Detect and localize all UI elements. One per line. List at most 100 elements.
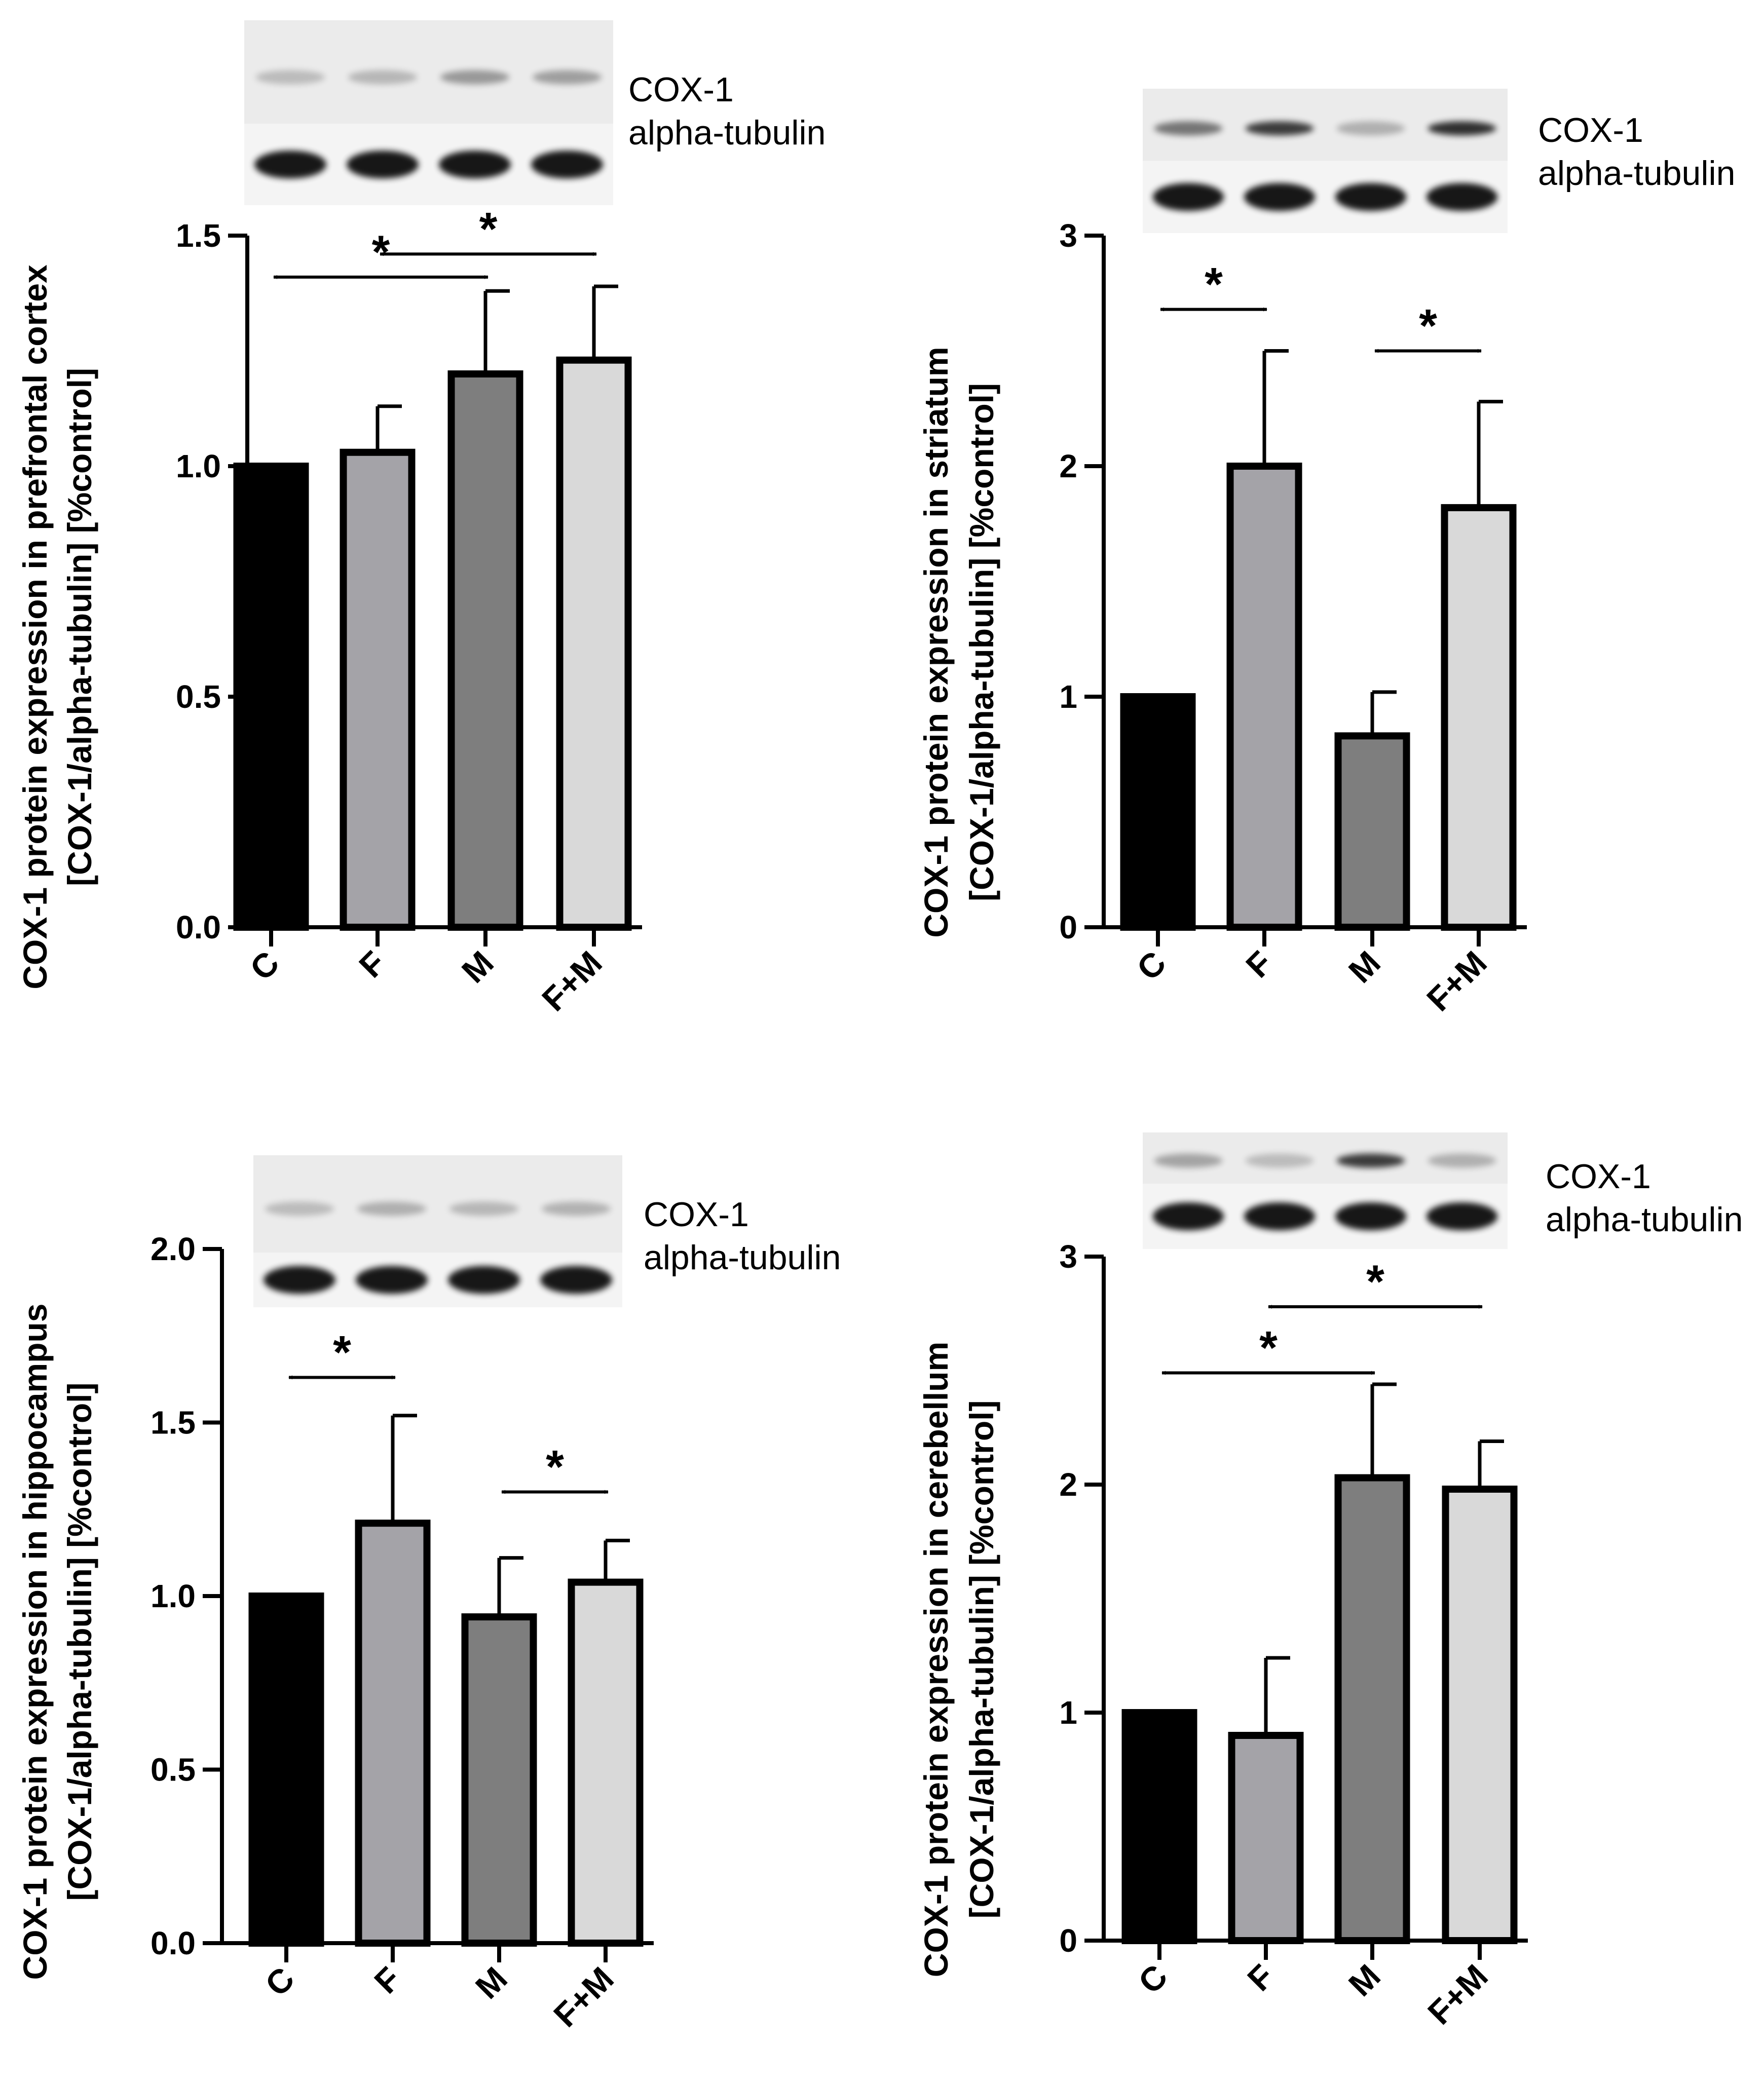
x-tick-label-M: M [455,944,501,990]
blot-tubulin-band [347,150,419,179]
western-blot-image [253,1155,622,1307]
bar-C [248,1593,324,1947]
blot-cox1-band [449,1201,519,1216]
x-tick-label-F+M: F+M [1419,944,1494,1018]
y-tick-label: 1.5 [176,217,221,254]
blot-tubulin-band [439,150,511,179]
blot-tubulin-band [1335,183,1407,211]
panel-striatum: COX-1 alpha-tubulin 0 1 2 3 C F M F+M COX-1 protei… [917,89,1735,1018]
western-blot-image [244,20,613,205]
blot-cox1-band [357,1201,427,1216]
blot-label-tubulin: alpha-tubulin [644,1238,841,1277]
y-tick-label: 3 [1059,217,1077,254]
bar-M [461,1613,537,1947]
y-tick-label: 2.0 [151,1231,196,1267]
blot-label-tubulin: alpha-tubulin [628,113,825,152]
blot-tubulin-band [1152,1202,1224,1231]
y-tick-label: 1.5 [151,1405,196,1441]
blot-cox1-band [1336,121,1405,136]
y-tick-label: 1.0 [176,448,221,484]
x-tick-label-C: C [243,944,286,988]
blot-label-cox1: COX-1 [644,1195,749,1234]
x-tick-label-F+M: F+M [546,1960,621,2034]
blot-cox1-band [1154,1153,1223,1168]
y-tick-label: 0 [1059,1922,1077,1959]
x-tick-label-F: F [367,1960,408,2001]
blot-cox1-band [1428,1153,1496,1168]
western-blot-image [1143,1132,1508,1249]
y-axis-label-line2: [COX-1/alpha-tubulin] [%control] [61,1383,98,1901]
panel-cerebellum: COX-1 alpha-tubulin 0 1 2 3 C F M F+M COX-1 protei… [917,1132,1743,2032]
blot-tubulin-band [540,1266,612,1294]
y-tick-label: 0 [1059,909,1077,945]
significance-star: * [479,203,498,255]
blot-tubulin-band [356,1266,428,1294]
y-axis-label-line2: [COX-1/alpha-tubulin] [%control] [963,1400,1000,1919]
blot-label-tubulin: alpha-tubulin [1538,154,1735,193]
significance-star: * [333,1327,351,1378]
y-axis-label-line2: [COX-1/alpha-tubulin] [%control] [61,368,98,886]
bar-F [1228,1732,1304,1944]
bar-F [355,1520,431,1947]
y-tick-label: 1 [1059,1694,1077,1731]
x-tick-label-F+M: F+M [1420,1957,1495,2032]
blot-tubulin-band [1244,1202,1316,1231]
blot-label-cox1: COX-1 [1538,111,1643,149]
blot-cox1-band [255,70,325,85]
bar-F [1226,463,1302,931]
significance-star: * [1259,1322,1278,1374]
x-tick-label-F: F [352,944,393,985]
bar-F [340,448,416,931]
x-tick-label-C: C [1131,1957,1175,2001]
significance-star: * [546,1442,564,1493]
y-axis-label-line1: COX-1 protein expression in cerebellum [917,1342,955,1977]
bar-F+M [556,356,632,931]
bar-M [1334,1474,1410,1944]
blot-tubulin-band [254,150,326,179]
blot-tubulin-band [1426,1202,1498,1231]
bar-M [447,370,523,931]
blot-tubulin-band [1426,183,1498,211]
blot-cox1-band [541,1201,611,1216]
y-tick-label: 1.0 [151,1578,196,1614]
blot-cox1-band [532,70,602,85]
significance-star: * [372,226,390,278]
blot-cox1-band [1336,1153,1405,1168]
blot-cox1-band [1245,121,1314,136]
blot-tubulin-band [264,1266,335,1294]
y-tick-label: 0.5 [176,678,221,715]
y-tick-label: 0.5 [151,1752,196,1788]
blot-tubulin-band [1244,183,1316,211]
bar-C [1121,1709,1197,1944]
blot-cox1-band [1154,121,1223,136]
significance-star: * [1205,259,1223,311]
blot-cox1-band [348,70,418,85]
blot-tubulin-band [448,1266,520,1294]
bar-F+M [568,1578,644,1947]
x-tick-label-C: C [258,1960,302,2003]
panel-prefrontal-cortex: COX-1 alpha-tubulin 0.0 0.5 1.0 1.5 C F M F+M COX-… [16,20,825,1018]
significance-star: * [1366,1256,1384,1308]
blot-tubulin-band [531,150,603,179]
x-tick-label-F+M: F+M [535,944,609,1018]
x-tick-label-C: C [1130,944,1173,988]
y-tick-label: 0.0 [151,1925,196,1961]
y-tick-label: 2 [1059,1466,1077,1503]
bar-F+M [1441,504,1517,931]
blot-cox1-band [1428,121,1496,136]
x-tick-label-F: F [1240,1957,1281,1998]
blot-label-cox1: COX-1 [1546,1157,1651,1196]
blot-label-tubulin: alpha-tubulin [1546,1200,1743,1239]
x-tick-label-M: M [468,1960,514,2006]
y-axis-label-line1: COX-1 protein expression in striatum [917,347,955,937]
x-tick-label-M: M [1341,1957,1387,2003]
y-tick-label: 3 [1059,1238,1077,1275]
blot-tubulin-band [1335,1202,1407,1231]
x-tick-label-F: F [1238,944,1280,985]
blot-cox1-band [440,70,510,85]
x-tick-label-M: M [1341,944,1387,990]
y-tick-label: 2 [1059,448,1077,484]
blot-tubulin-band [1152,183,1224,211]
y-axis-label-line1: COX-1 protein expression in hippocampus [16,1304,54,1980]
bar-F+M [1442,1486,1518,1944]
